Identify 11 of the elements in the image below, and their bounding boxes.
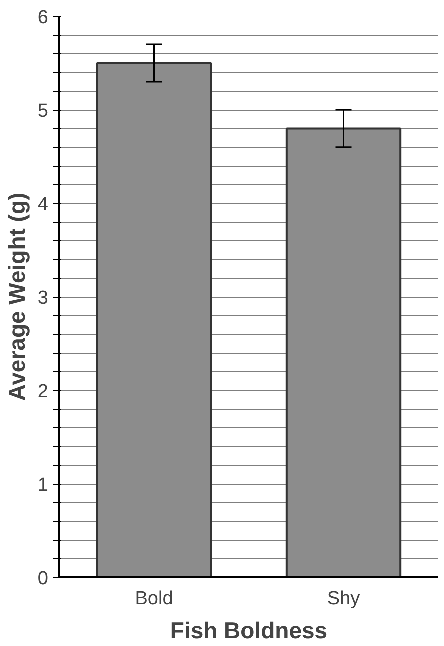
y-tick-label: 2 [38, 382, 49, 402]
y-tick-label: 6 [38, 8, 49, 28]
y-tick-label: 1 [38, 475, 49, 496]
x-tick-label: Bold [135, 588, 174, 610]
x-tick-label: Shy [327, 588, 361, 610]
y-tick-label: 4 [38, 194, 49, 216]
y-tick-label: 5 [38, 101, 49, 122]
x-axis-title: Fish Boldness [170, 618, 328, 644]
y-tick-label: 3 [38, 288, 49, 309]
y-tick-label: 0 [38, 568, 49, 590]
y-axis-title: Average Weight (g) [4, 192, 30, 402]
